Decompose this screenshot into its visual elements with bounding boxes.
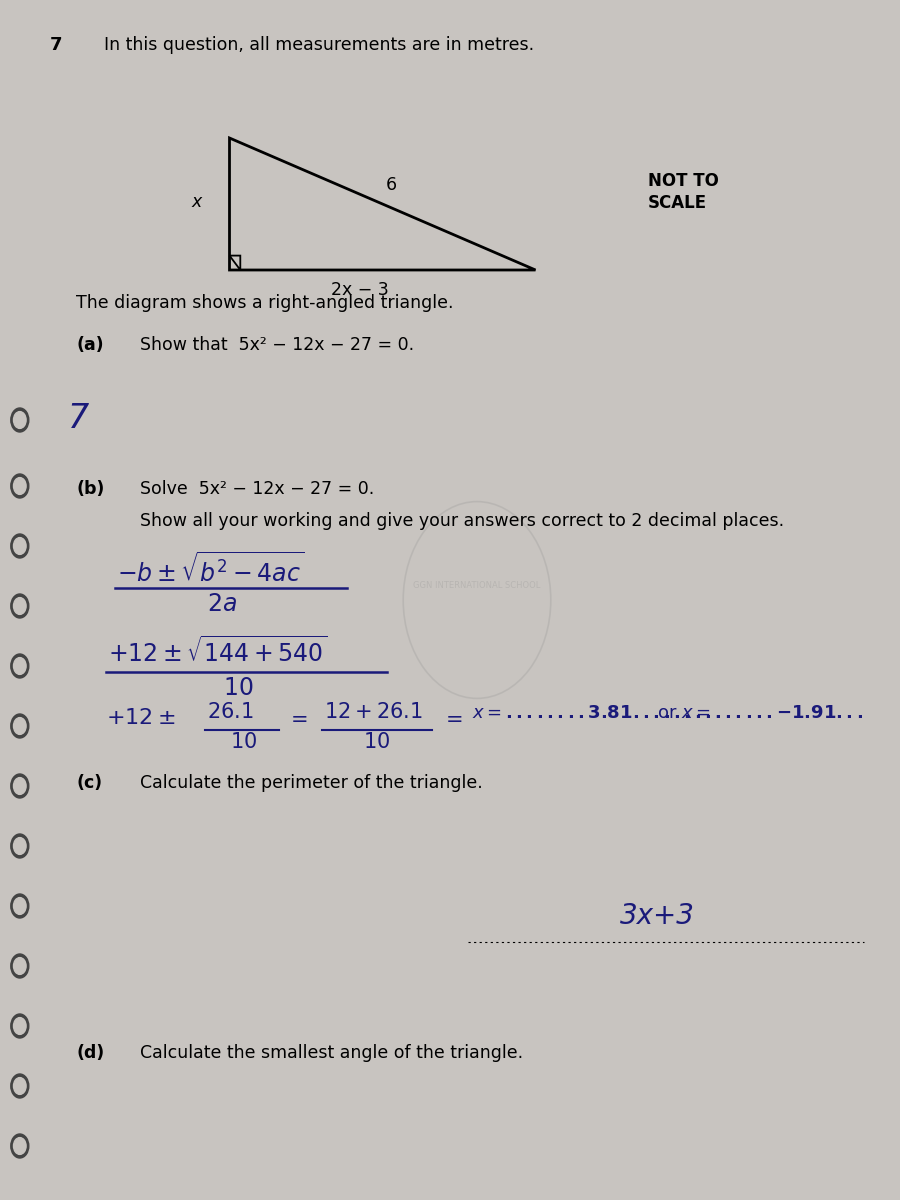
- Text: Calculate the perimeter of the triangle.: Calculate the perimeter of the triangle.: [140, 774, 482, 792]
- Circle shape: [11, 594, 29, 618]
- Text: Show that  5x² − 12x − 27 = 0.: Show that 5x² − 12x − 27 = 0.: [140, 336, 414, 354]
- Text: Show all your working and give your answers correct to 2 decimal places.: Show all your working and give your answ…: [140, 512, 784, 530]
- Circle shape: [14, 598, 26, 614]
- Text: Calculate the smallest angle of the triangle.: Calculate the smallest angle of the tria…: [140, 1044, 523, 1062]
- Circle shape: [11, 1014, 29, 1038]
- Text: $+12 \pm \sqrt{144 + 540}$: $+12 \pm \sqrt{144 + 540}$: [108, 636, 328, 666]
- Circle shape: [11, 408, 29, 432]
- Text: x: x: [191, 192, 202, 211]
- Circle shape: [11, 534, 29, 558]
- Circle shape: [14, 778, 26, 794]
- Text: $10$: $10$: [223, 676, 254, 700]
- Circle shape: [11, 474, 29, 498]
- Text: (a): (a): [76, 336, 104, 354]
- Text: The diagram shows a right-angled triangle.: The diagram shows a right-angled triangl…: [76, 294, 454, 312]
- Circle shape: [14, 898, 26, 914]
- Circle shape: [11, 714, 29, 738]
- Text: 2x − 3: 2x − 3: [331, 281, 389, 299]
- Text: 3x+3: 3x+3: [619, 902, 695, 930]
- Text: $\mathrm{or}\ x = \mathbf{......{-1.91}...}$: $\mathrm{or}\ x = \mathbf{......{-1.91}.…: [657, 704, 863, 722]
- Text: $x = \mathbf{........3.81.........}$: $x = \mathbf{........3.81.........}$: [472, 704, 723, 722]
- Text: 6: 6: [386, 176, 397, 193]
- Text: (d): (d): [76, 1044, 104, 1062]
- Text: $=$: $=$: [441, 708, 463, 728]
- Text: $10$: $10$: [363, 732, 390, 752]
- Circle shape: [14, 412, 26, 428]
- Circle shape: [14, 1138, 26, 1154]
- Circle shape: [11, 654, 29, 678]
- Circle shape: [11, 1134, 29, 1158]
- Text: $-b \pm \sqrt{b^2 - 4ac}$: $-b \pm \sqrt{b^2 - 4ac}$: [117, 552, 304, 587]
- Text: $10$: $10$: [230, 732, 256, 752]
- Text: In this question, all measurements are in metres.: In this question, all measurements are i…: [104, 36, 534, 54]
- Circle shape: [11, 954, 29, 978]
- Text: $+12 \pm$: $+12 \pm$: [106, 708, 176, 728]
- Text: (b): (b): [76, 480, 105, 498]
- Text: 7: 7: [50, 36, 62, 54]
- Text: $2a$: $2a$: [207, 592, 237, 616]
- Text: $=$: $=$: [286, 708, 308, 728]
- Text: GGN INTERNATIONAL SCHOOL: GGN INTERNATIONAL SCHOOL: [413, 581, 541, 590]
- Circle shape: [14, 478, 26, 494]
- Circle shape: [11, 1074, 29, 1098]
- Circle shape: [14, 838, 26, 854]
- Circle shape: [14, 538, 26, 554]
- Text: $26.1$: $26.1$: [207, 702, 254, 722]
- Text: (c): (c): [76, 774, 103, 792]
- Text: Solve  5x² − 12x − 27 = 0.: Solve 5x² − 12x − 27 = 0.: [140, 480, 374, 498]
- Circle shape: [14, 1018, 26, 1034]
- Circle shape: [14, 1078, 26, 1094]
- Circle shape: [14, 718, 26, 734]
- Circle shape: [11, 774, 29, 798]
- Circle shape: [11, 834, 29, 858]
- Text: 7: 7: [68, 402, 89, 434]
- Circle shape: [14, 658, 26, 674]
- Circle shape: [11, 894, 29, 918]
- Text: $12 + 26.1$: $12 + 26.1$: [324, 702, 423, 722]
- Circle shape: [14, 958, 26, 974]
- Text: NOT TO
SCALE: NOT TO SCALE: [648, 172, 719, 212]
